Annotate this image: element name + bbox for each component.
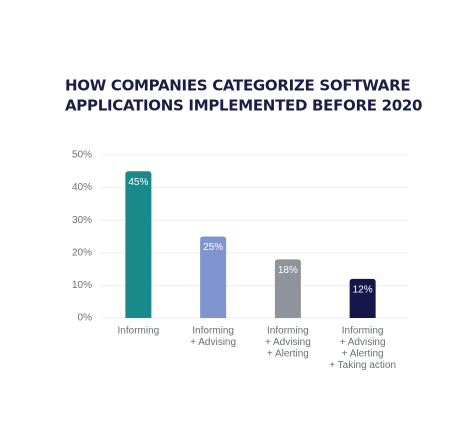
- y-tick-label: 20%: [72, 247, 92, 258]
- x-tick-label: + Advising: [190, 337, 236, 348]
- value-label: 45%: [128, 177, 148, 188]
- x-tick-label: Informing: [118, 326, 160, 337]
- x-tick-label: + Alerting: [342, 349, 384, 360]
- y-tick-label: 50%: [72, 150, 92, 161]
- y-tick-label: 40%: [72, 182, 92, 193]
- x-tick-label: + Advising: [265, 337, 311, 348]
- x-tick-label: + Advising: [340, 337, 386, 348]
- chart-title: APPLICATIONS IMPLEMENTED BEFORE 2020: [65, 97, 422, 115]
- bar: [125, 171, 152, 318]
- y-tick-label: 10%: [72, 280, 92, 291]
- x-tick-label: + Taking action: [329, 360, 396, 371]
- value-label: 25%: [203, 242, 223, 253]
- y-tick-label: 30%: [72, 215, 92, 226]
- value-label: 18%: [278, 265, 298, 276]
- bar: [200, 236, 227, 318]
- bar: [349, 278, 376, 318]
- y-tick-label: 0%: [78, 313, 93, 324]
- bar: [274, 259, 301, 318]
- x-tick-label: Informing: [192, 326, 234, 337]
- x-tick-label: Informing: [267, 326, 309, 337]
- chart-title: HOW COMPANIES CATEGORIZE SOFTWARE: [65, 77, 410, 95]
- x-tick-label: + Alerting: [267, 349, 309, 360]
- value-label: 12%: [353, 285, 373, 296]
- x-tick-label: Informing: [342, 326, 384, 337]
